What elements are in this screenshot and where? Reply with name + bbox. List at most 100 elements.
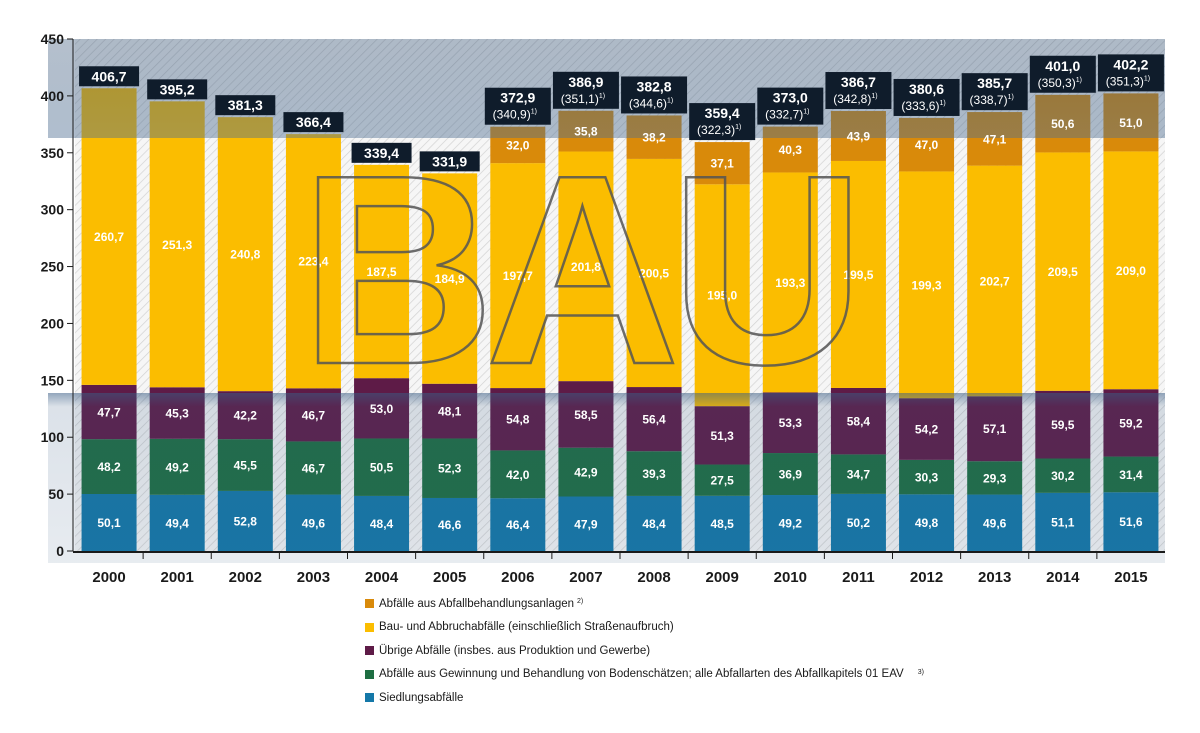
bar-bau bbox=[899, 171, 955, 399]
data-label-bau: 209,5 bbox=[1048, 265, 1078, 279]
legend-label: Abfälle aus Abfallbehandlungsanlagen bbox=[379, 597, 575, 610]
data-label-bau: 187,5 bbox=[367, 265, 397, 279]
total-label: 406,7 bbox=[92, 68, 127, 84]
total-label-group: 386,7 (342,8)1) bbox=[825, 72, 892, 110]
total-label: 395,2 bbox=[160, 81, 195, 97]
data-label-behandlung: 37,1 bbox=[711, 157, 735, 171]
data-label-bau: 200,5 bbox=[639, 266, 669, 280]
total-sub-label: (344,6)1) bbox=[629, 96, 673, 110]
data-label-behandlung: 35,8 bbox=[574, 125, 598, 139]
total-label: 386,9 bbox=[568, 74, 603, 90]
y-tick-label: 100 bbox=[41, 429, 65, 445]
data-label-bau: 223,4 bbox=[298, 255, 328, 269]
total-sub-label: (351,3)1) bbox=[1106, 74, 1150, 88]
total-label: 402,2 bbox=[1113, 56, 1148, 72]
legend-label: Abfälle aus Gewinnung und Behandlung von… bbox=[379, 668, 904, 681]
data-label-bodenschaetze: 45,5 bbox=[234, 459, 258, 473]
x-tick-label: 2002 bbox=[229, 569, 262, 586]
data-label-bodenschaetze: 39,3 bbox=[642, 467, 666, 481]
total-box bbox=[961, 73, 1028, 111]
total-sub-footnote: 1) bbox=[667, 97, 673, 104]
total-box bbox=[552, 71, 619, 109]
data-label-bodenschaetze: 52,3 bbox=[438, 462, 462, 476]
total-label-group: 366,4 bbox=[283, 112, 344, 133]
bar-bau bbox=[354, 164, 410, 379]
legend-item-bodenschaetze: Abfälle aus Gewinnung und Behandlung von… bbox=[365, 663, 1165, 687]
highlight-band-bottom bbox=[48, 393, 1165, 563]
bar-bau bbox=[1103, 151, 1159, 390]
data-label-bodenschaetze: 29,3 bbox=[983, 471, 1007, 485]
legend-label: Siedlungsabfälle bbox=[379, 691, 464, 704]
data-label-siedlung: 49,6 bbox=[983, 516, 1007, 530]
total-label-group: 406,7 bbox=[79, 66, 140, 87]
total-label: 401,0 bbox=[1045, 58, 1080, 74]
data-label-uebrige: 53,3 bbox=[779, 416, 803, 430]
data-label-bodenschaetze: 31,4 bbox=[1119, 468, 1143, 482]
data-label-behandlung: 40,3 bbox=[779, 143, 803, 157]
data-label-bau: 197,7 bbox=[503, 269, 533, 283]
total-box bbox=[1097, 54, 1164, 92]
total-label-group: 381,3 bbox=[215, 95, 276, 116]
total-label-group: 373,0 (332,7)1) bbox=[757, 87, 824, 125]
data-label-bau: 202,7 bbox=[980, 274, 1010, 288]
data-label-bau: 209,0 bbox=[1116, 264, 1146, 278]
total-box bbox=[419, 151, 480, 172]
data-label-bau: 201,8 bbox=[571, 260, 601, 274]
legend-swatch bbox=[365, 693, 374, 703]
y-tick-label: 200 bbox=[41, 315, 65, 331]
total-sub-label: (351,1)1) bbox=[561, 92, 605, 106]
legend: Abfälle aus Abfallbehandlungsanlagen 2) Ba… bbox=[365, 592, 1165, 710]
y-tick-label: 50 bbox=[48, 486, 64, 502]
data-label-uebrige: 51,3 bbox=[711, 429, 735, 443]
x-tick-label: 2001 bbox=[161, 569, 194, 586]
legend-item-behandlung: Abfälle aus Abfallbehandlungsanlagen 2) bbox=[365, 592, 1165, 616]
total-box bbox=[825, 72, 892, 110]
data-label-uebrige: 56,4 bbox=[642, 413, 666, 427]
data-label-bodenschaetze: 34,7 bbox=[847, 468, 871, 482]
data-label-behandlung: 47,0 bbox=[915, 138, 939, 152]
data-label-behandlung: 51,0 bbox=[1119, 116, 1143, 130]
data-label-bau: 260,7 bbox=[94, 230, 124, 244]
data-label-uebrige: 54,2 bbox=[915, 423, 939, 437]
total-box bbox=[621, 76, 688, 114]
stacked-bar-chart: 50,1 48,2 47,7 260,7 49,4 49,2 45,3 251,3 52,8 45… bbox=[41, 31, 1165, 586]
bar-bau bbox=[217, 117, 273, 392]
data-label-siedlung: 48,4 bbox=[642, 517, 666, 531]
total-sub-footnote: 1) bbox=[735, 124, 741, 131]
total-sub-label: (333,6)1) bbox=[901, 99, 945, 113]
total-label-group: 385,7 (338,7)1) bbox=[961, 73, 1028, 111]
x-tick-label: 2004 bbox=[365, 569, 399, 586]
data-label-siedlung: 50,1 bbox=[97, 516, 121, 530]
data-label-siedlung: 48,4 bbox=[370, 517, 394, 531]
total-box bbox=[893, 78, 960, 116]
data-label-bodenschaetze: 49,2 bbox=[166, 460, 190, 474]
total-label-group: 386,9 (351,1)1) bbox=[552, 71, 619, 109]
total-box bbox=[484, 87, 551, 125]
total-sub-label: (350,3)1) bbox=[1038, 76, 1082, 90]
bar-bau bbox=[490, 163, 546, 389]
total-box bbox=[147, 79, 208, 100]
data-label-uebrige: 57,1 bbox=[983, 422, 1007, 436]
data-label-bau: 184,9 bbox=[435, 272, 465, 286]
data-label-siedlung: 50,2 bbox=[847, 516, 871, 530]
data-label-uebrige: 42,2 bbox=[234, 409, 258, 423]
highlight-band-layer bbox=[48, 39, 1165, 563]
x-tick-label: 2009 bbox=[706, 569, 739, 586]
total-label: 359,4 bbox=[705, 105, 740, 121]
data-label-siedlung: 49,4 bbox=[166, 516, 190, 530]
total-sub-footnote: 1) bbox=[1076, 77, 1082, 84]
x-tick-label: 2012 bbox=[910, 569, 943, 586]
data-label-uebrige: 48,1 bbox=[438, 405, 462, 419]
total-sub-label: (332,7)1) bbox=[765, 108, 809, 122]
data-label-bodenschaetze: 42,0 bbox=[506, 468, 530, 482]
y-tick-label: 150 bbox=[41, 372, 65, 388]
data-label-behandlung: 50,6 bbox=[1051, 117, 1075, 131]
bar-bau bbox=[694, 184, 750, 407]
bar-bau bbox=[830, 160, 886, 388]
total-sub-footnote: 1) bbox=[531, 109, 537, 116]
data-label-bau: 199,3 bbox=[912, 278, 942, 292]
total-sub-footnote: 1) bbox=[871, 93, 877, 100]
data-label-uebrige: 45,3 bbox=[166, 407, 190, 421]
total-box bbox=[1029, 55, 1096, 93]
y-tick-label: 350 bbox=[41, 145, 65, 161]
